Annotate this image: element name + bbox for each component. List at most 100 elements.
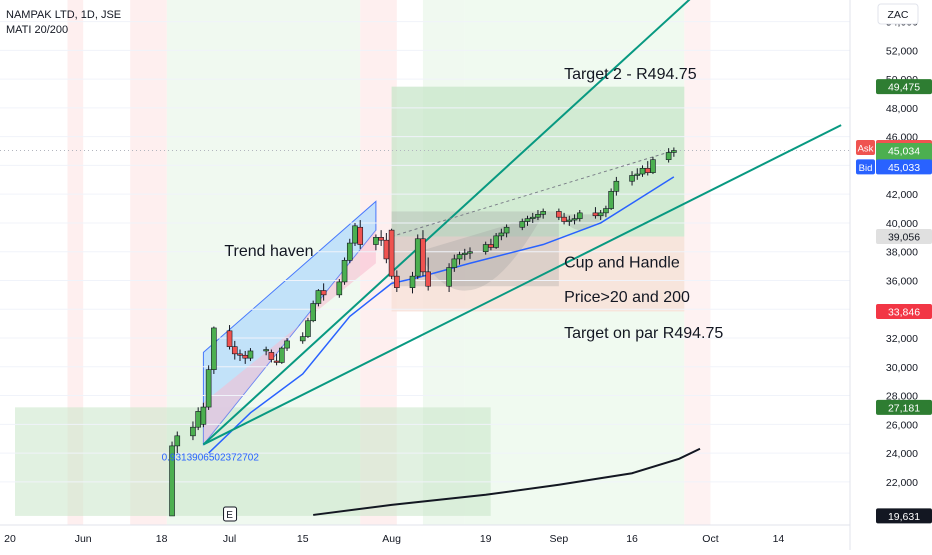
candle-body-40	[467, 251, 473, 254]
candle-body-57	[597, 212, 604, 217]
candle-body-5	[205, 369, 212, 408]
y-tick-label-3: 28,000	[886, 391, 918, 403]
x-tick-label-4: 15	[297, 533, 309, 545]
candle-body-1	[174, 435, 181, 447]
candle-body-44	[498, 232, 505, 237]
candle-body-17	[299, 336, 306, 342]
candle-body-55	[576, 212, 583, 219]
candle-body-16	[284, 340, 290, 349]
currency-label: ZAC	[888, 9, 909, 21]
candle-body-11	[247, 350, 254, 359]
candle-body-15	[279, 347, 285, 363]
y-tick-label-15: 52,000	[886, 45, 918, 57]
candle-body-19	[310, 303, 316, 322]
candle-body-41	[482, 244, 489, 253]
indicator-legend[interactable]: MATI 20/200	[6, 24, 68, 36]
price-labels: 49,47545,249Ask45,03403:31:3645,033Bid39…	[856, 79, 932, 524]
x-tick-label-9: Oct	[702, 533, 718, 545]
candle-body-31	[394, 275, 400, 288]
candle-body-24	[346, 242, 353, 261]
candle-body-49	[535, 214, 541, 218]
y-tick-label-5: 32,000	[886, 333, 918, 345]
y-tick-label-7: 36,000	[886, 275, 918, 287]
position-entry-line	[391, 150, 675, 238]
candle-body-32	[409, 275, 416, 288]
price-label-4: 39,056	[888, 232, 920, 244]
candle-body-61	[629, 175, 635, 182]
price-tag-1: Ask	[858, 143, 874, 154]
candle-body-13	[268, 352, 275, 360]
candle-body-39	[461, 252, 468, 255]
y-tick-label-10: 42,000	[886, 189, 918, 201]
annotation-3: Price>20 and 200	[564, 289, 690, 306]
lower-target-zone	[15, 407, 491, 516]
trend-channel-lower	[203, 230, 376, 445]
price-label-box-7	[876, 508, 932, 524]
symbol-title: NAMPAK LTD, 1D, JSE	[6, 9, 121, 21]
y-tick-label-8: 38,000	[886, 247, 918, 259]
earnings-marker-box	[223, 506, 238, 522]
candle-body-51	[556, 211, 562, 218]
handle-shape	[558, 214, 606, 231]
x-tick-label-1: Jun	[75, 533, 92, 545]
y-tick-label-1: 24,000	[886, 448, 918, 460]
price-label-box-0	[876, 79, 932, 95]
annotation-2: Cup and Handle	[564, 255, 680, 272]
candle-body-23	[341, 260, 348, 283]
y-tick-label-13: 48,000	[886, 103, 918, 115]
price-tag-box-3	[856, 159, 875, 175]
candle-body-0	[169, 445, 175, 517]
candle-body-7	[226, 330, 233, 347]
price-label-0: 49,475	[888, 82, 920, 94]
candle-body-59	[608, 191, 614, 209]
candle-body-52	[561, 216, 567, 222]
candle-body-64	[644, 167, 651, 173]
candle-body-33	[414, 238, 421, 277]
position-zones	[15, 86, 685, 516]
annotations: Trend haven Target 2 - R494.75 Cup and Han…	[162, 66, 723, 522]
candle-body-66	[665, 152, 672, 160]
candle-body-34	[420, 238, 426, 273]
candle-body-20	[315, 290, 322, 304]
x-tick-label-3: Jul	[223, 533, 236, 545]
earnings-marker-label: E	[226, 510, 233, 521]
candle-body-14	[273, 360, 280, 363]
x-tick-label-7: Sep	[550, 533, 569, 545]
candle-body-38	[456, 254, 463, 260]
candle-body-46	[519, 221, 526, 228]
candle-body-12	[263, 349, 269, 352]
candle-body-65	[650, 159, 656, 173]
candle-body-56	[592, 212, 599, 217]
ma20-line	[208, 176, 675, 454]
price-label-2: 45,034	[888, 146, 920, 158]
candle-body-43	[493, 235, 499, 248]
candle-body-37	[451, 258, 458, 268]
x-tick-label-10: 14	[773, 533, 785, 545]
candle-body-58	[603, 208, 609, 214]
candle-body-42	[488, 244, 494, 248]
candle-body-47	[524, 218, 531, 222]
trend-line-support	[202, 124, 842, 446]
price-label-6: 27,181	[888, 402, 920, 414]
candle-body-60	[613, 180, 620, 192]
session-band-0	[67, 0, 84, 525]
annotation-5: 0.9313906502372702	[162, 452, 260, 463]
candle-body-22	[336, 281, 343, 296]
candle-body-27	[373, 237, 379, 245]
y-tick-label-2: 26,000	[886, 419, 918, 431]
candle-body-4	[200, 406, 207, 425]
candle-body-30	[388, 229, 395, 277]
candle-body-63	[639, 167, 646, 175]
stop-zone	[391, 236, 685, 312]
trend-line-steep	[202, 0, 691, 446]
price-label-5: 33,846	[888, 306, 920, 318]
candles	[169, 147, 677, 517]
price-tag-box-1	[856, 139, 875, 155]
candle-body-6	[211, 327, 217, 370]
candle-body-45	[503, 226, 510, 234]
candle-body-67	[671, 150, 677, 153]
candle-body-62	[634, 173, 641, 176]
currency-box[interactable]	[877, 3, 919, 25]
